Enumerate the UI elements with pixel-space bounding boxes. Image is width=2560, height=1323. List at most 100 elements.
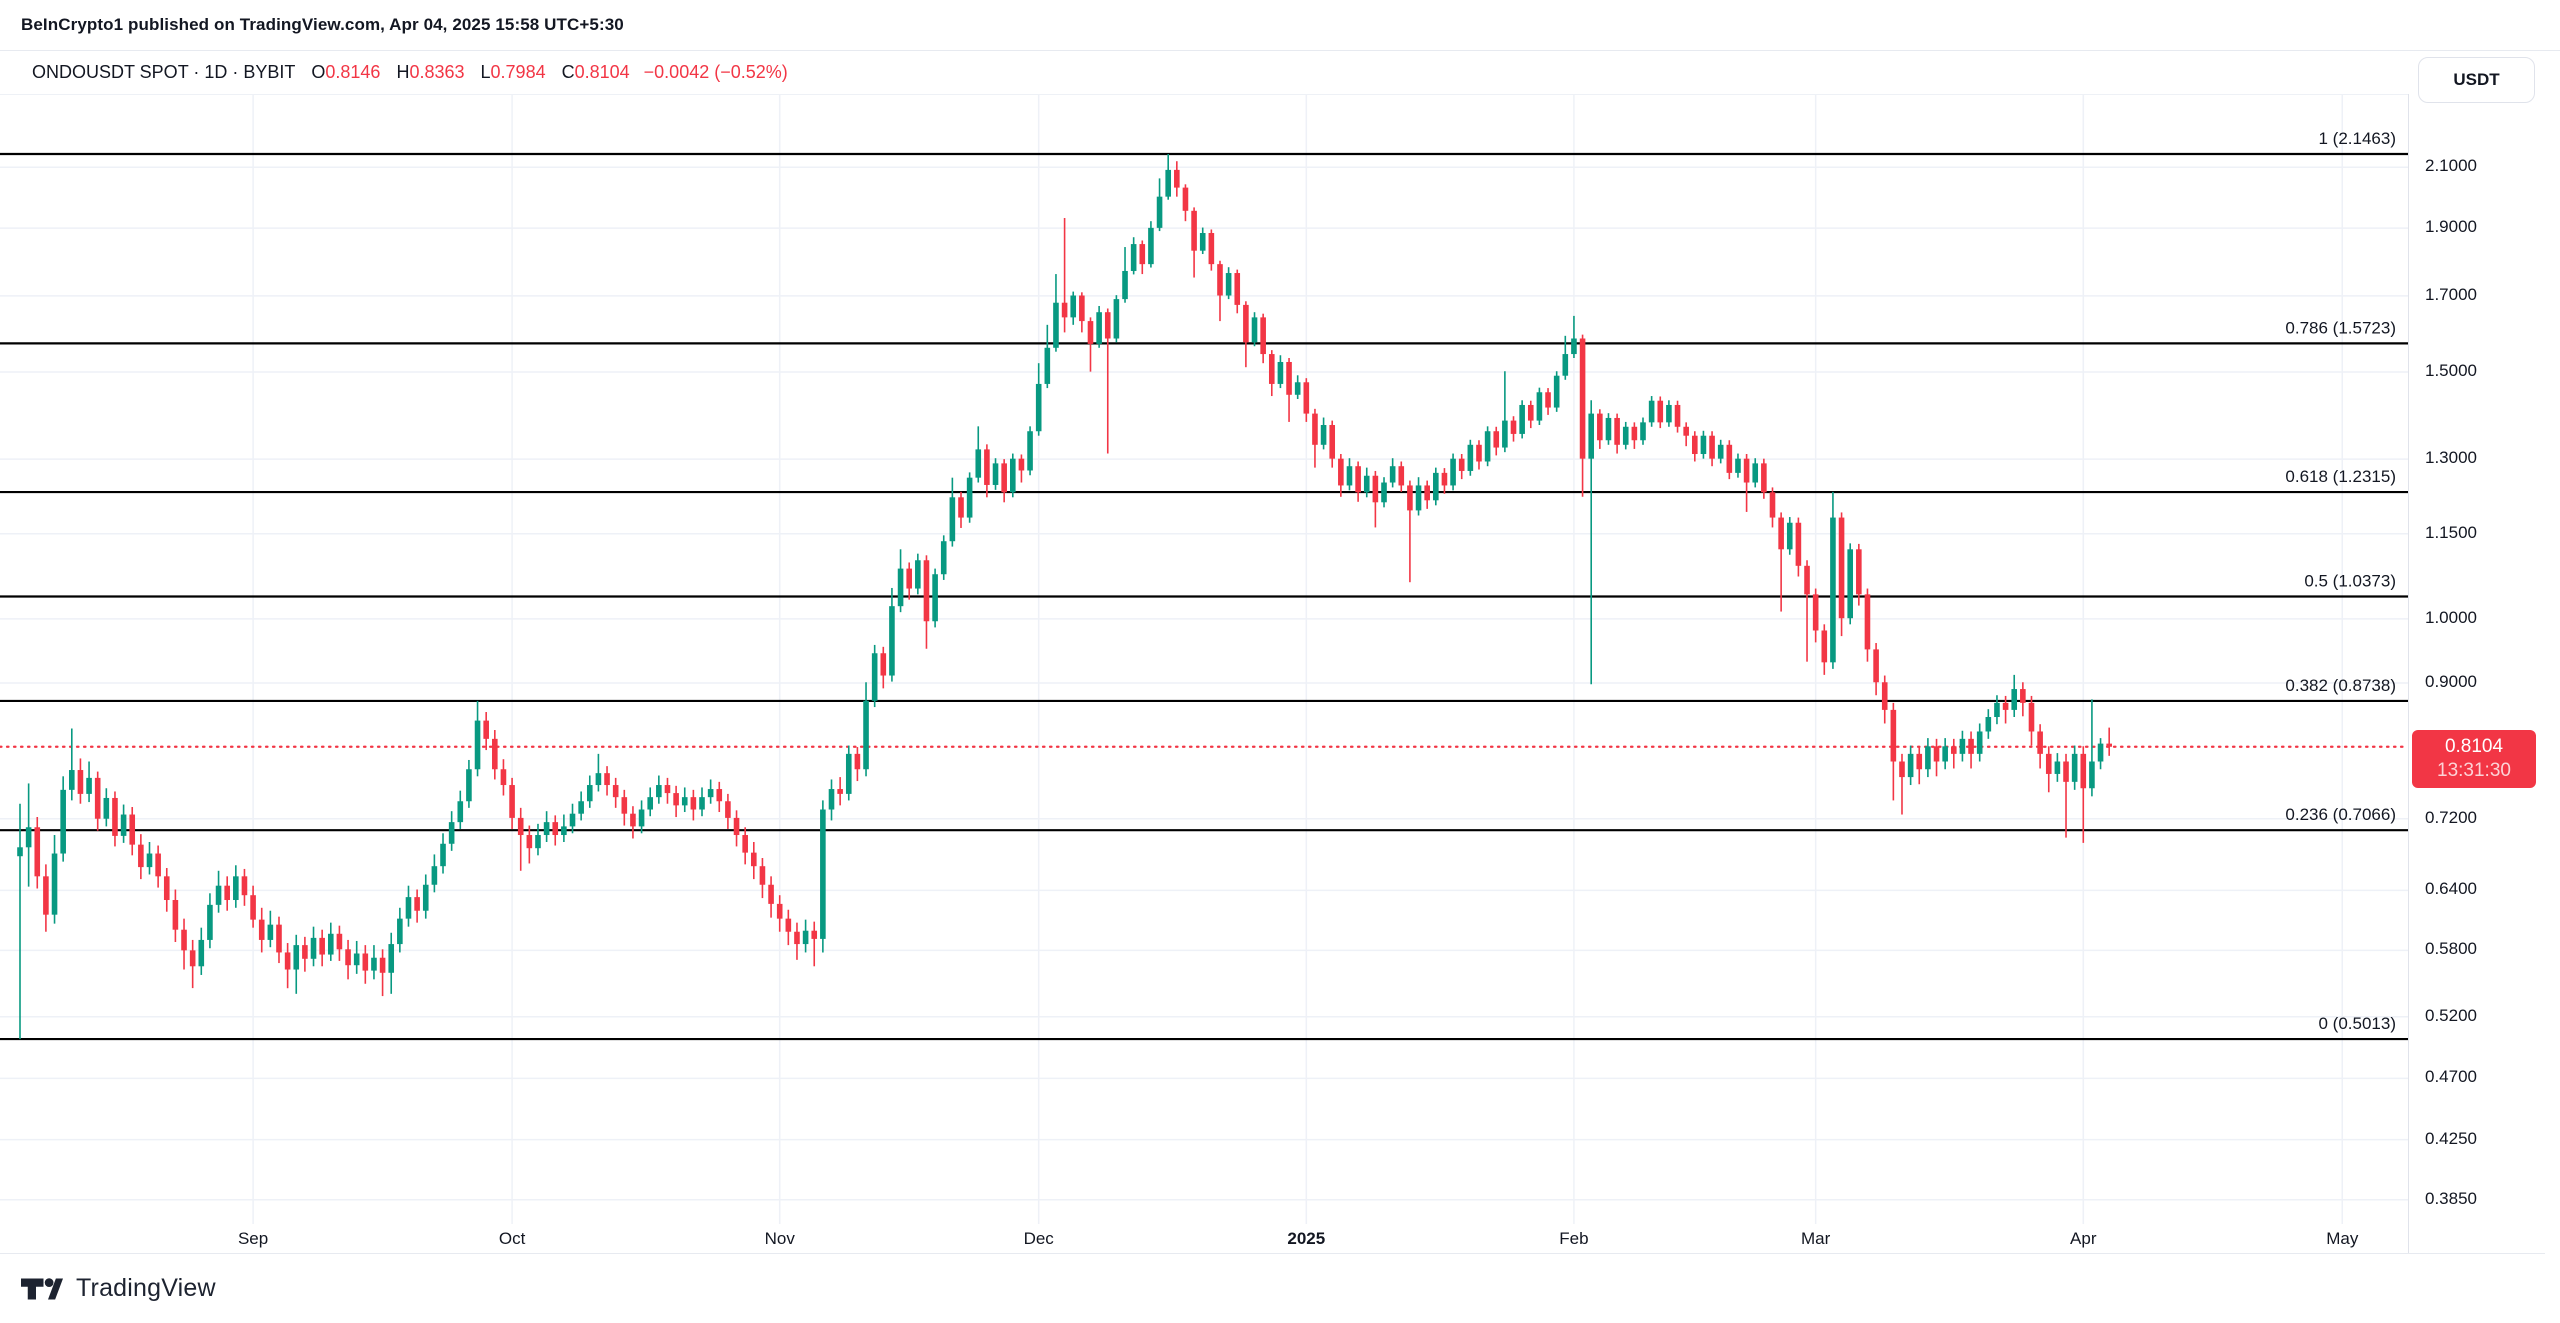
time-tick-label: Mar [1801, 1229, 1831, 1248]
candle-body [319, 937, 325, 955]
candle-body [397, 918, 403, 945]
candle-body [1976, 731, 1983, 754]
price-axis[interactable]: 0.8104 13:31:30 2.1000 1.9000 1.7000 1.5000… [2408, 94, 2560, 1253]
time-tick-label: Nov [764, 1229, 795, 1248]
candle-body [1286, 361, 1292, 395]
candle-body [1156, 196, 1163, 228]
candle-body [1640, 422, 1646, 441]
candle-body [880, 653, 887, 676]
candle-body [690, 797, 697, 810]
candle-body [707, 789, 714, 798]
candle-body [1553, 375, 1560, 408]
candle-body [250, 895, 256, 920]
candle-body [2011, 689, 2018, 710]
time-tick-label: Oct [498, 1229, 526, 1248]
candle-body [1450, 458, 1456, 486]
candle-body [1933, 746, 1940, 762]
price-tick-label: 0.4700 [2425, 1067, 2477, 1087]
price-tick-label: 1.0000 [2425, 607, 2477, 627]
candle-body [1027, 431, 1033, 471]
candle-body [1018, 458, 1025, 471]
price-tick-label: 1.5000 [2425, 361, 2477, 381]
ohlc-low: L0.7984 [481, 62, 546, 83]
candle-body [1717, 444, 1724, 459]
candle-body [233, 876, 239, 901]
close-label: C [561, 62, 575, 82]
candle-body [1899, 761, 1905, 778]
chart-pane[interactable]: 1 (2.1463) 0.786 (1.5723) 0.618 (1.2315) 0.… [0, 94, 2408, 1224]
candle-body [1355, 466, 1361, 493]
candle-body [1130, 244, 1137, 271]
candle-body [871, 653, 878, 701]
candle-body [794, 931, 800, 945]
time-tick-label: Dec [1023, 1229, 1054, 1248]
candle-body [1225, 273, 1232, 296]
price-tick-label: 0.7200 [2425, 807, 2477, 827]
candle-body [1372, 475, 1379, 503]
candle-body [138, 844, 144, 868]
candle-body [1959, 738, 1966, 754]
candle-body [1389, 466, 1396, 483]
candle-body [405, 897, 412, 919]
candle-body [673, 793, 679, 806]
candle-body [802, 930, 809, 945]
low-value: 0.7984 [490, 62, 546, 82]
candle-body [224, 885, 230, 901]
fib-level-label: 0.618 (1.2315) [2285, 467, 2396, 486]
candle-body [1881, 682, 1888, 710]
candle-body [785, 918, 792, 932]
candle-body [630, 813, 636, 827]
time-axis[interactable]: Sep Oct Nov Dec 2025 Feb Mar Apr May [0, 1223, 2545, 1254]
candle-body [17, 847, 23, 857]
candle-body [1579, 338, 1586, 459]
candle-body [207, 904, 213, 940]
fib-level-label: 0.5 (1.0373) [2304, 572, 2396, 591]
candle-body [1484, 431, 1491, 462]
candle-body [1778, 517, 1784, 550]
candle-body [535, 835, 541, 849]
price-tick-label: 0.6400 [2425, 879, 2477, 899]
candle-body [897, 568, 904, 607]
candle-body [2020, 689, 2026, 703]
candle-body [1113, 299, 1120, 339]
candle-body [1174, 169, 1180, 188]
candle-body [60, 789, 66, 854]
price-tick-label: 1.9000 [2425, 217, 2477, 237]
candle-body [923, 560, 930, 622]
candle-body [1217, 264, 1223, 296]
candle-body [120, 814, 127, 836]
high-label: H [396, 62, 410, 82]
candle-body [889, 606, 895, 676]
candle-body [492, 738, 498, 770]
candle-body [1510, 420, 1517, 434]
time-tick-label: May [2326, 1229, 2359, 1248]
candle-body [1148, 227, 1154, 265]
time-tick-label: Feb [1559, 1229, 1589, 1248]
currency-toggle-button[interactable]: USDT [2418, 57, 2535, 103]
candle-body [1890, 709, 1897, 762]
candle-body [1597, 413, 1603, 441]
tradingview-logo-icon[interactable] [21, 1274, 63, 1304]
candle-body [1096, 312, 1102, 344]
candle-body [1398, 466, 1405, 486]
candle-body [2089, 761, 2095, 789]
candle-body [1476, 444, 1482, 462]
candle-body [1329, 425, 1336, 459]
fib-level-label: 0.382 (0.8738) [2285, 676, 2396, 695]
candle-body [543, 822, 550, 836]
candle-body [189, 950, 196, 967]
price-tick-label: 0.3850 [2425, 1188, 2477, 1208]
candle-body [1735, 458, 1741, 473]
candle-body [1363, 475, 1370, 493]
candle-body [146, 853, 153, 868]
candle-body [1277, 361, 1284, 384]
candle-body [569, 813, 576, 827]
candle-body [1864, 594, 1871, 650]
candle-body [2097, 743, 2104, 762]
candle-body [77, 770, 84, 794]
candle-body [1614, 417, 1620, 445]
tradingview-brand-text[interactable]: TradingView [76, 1274, 216, 1302]
candle-body [431, 866, 438, 885]
candle-body [621, 797, 628, 814]
price-tick-label: 2.1000 [2425, 156, 2477, 176]
